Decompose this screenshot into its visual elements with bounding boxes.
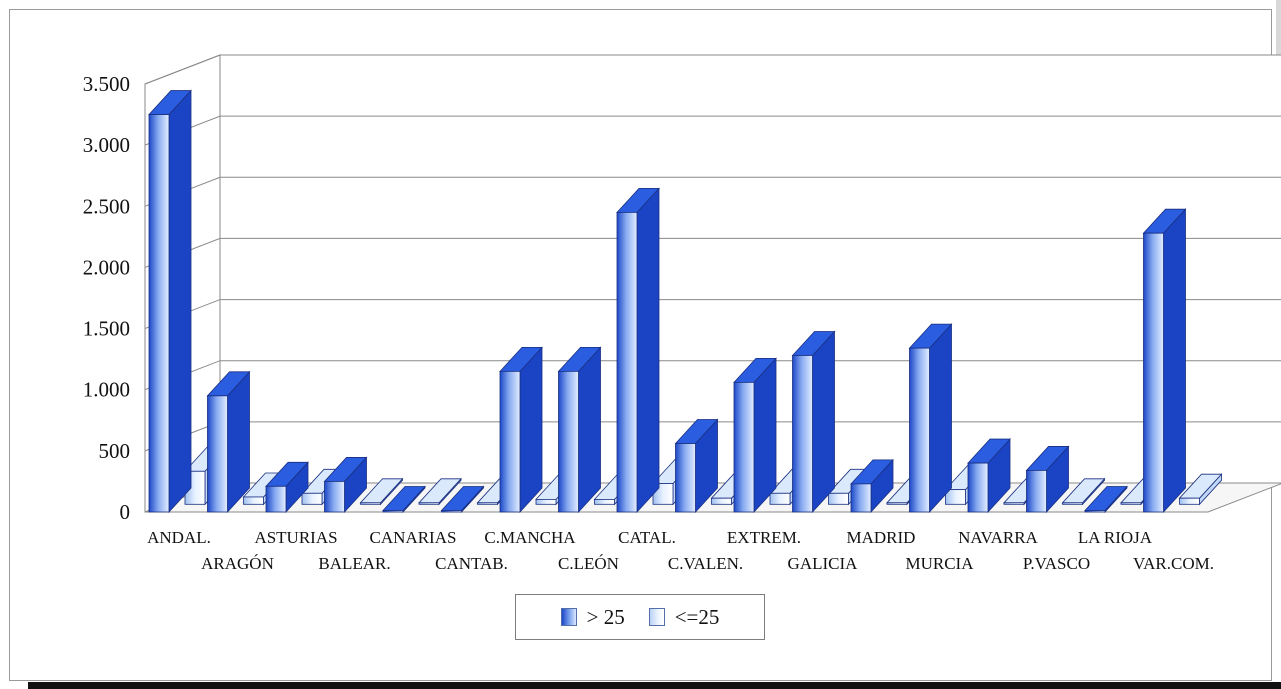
legend-swatch-series-1 bbox=[560, 608, 577, 626]
x-axis-labels: ANDAL. ARAGÓN ASTURIAS BALEAR. CANARIAS CANTA… bbox=[147, 528, 1214, 573]
bar-over-25-5 bbox=[440, 485, 485, 514]
bar-over-25-13 bbox=[908, 323, 953, 514]
x-tick-label: EXTREM. bbox=[727, 528, 801, 547]
legend-label-series-1: > 25 bbox=[586, 604, 625, 629]
bar-over-25-4 bbox=[382, 485, 426, 514]
bar-over-25-11 bbox=[791, 330, 836, 514]
y-tick-label: 3.000 bbox=[83, 133, 130, 157]
y-tick-label: 2.500 bbox=[83, 194, 130, 218]
bar-over-25-17 bbox=[1142, 208, 1187, 514]
bar-under-25-15 bbox=[1061, 477, 1106, 506]
bar-over-25-3 bbox=[323, 456, 368, 514]
x-tick-label: CATAL. bbox=[618, 528, 676, 547]
x-tick-label: C.LEÓN bbox=[558, 554, 619, 573]
x-tick-label: NAVARRA bbox=[958, 528, 1038, 547]
y-tick-label: 1.000 bbox=[83, 378, 130, 402]
x-tick-label: MURCIA bbox=[905, 554, 974, 573]
x-tick-label: C.MANCHA bbox=[484, 528, 576, 547]
bar-over-25-6 bbox=[499, 346, 543, 514]
bar-under-25-17 bbox=[1178, 473, 1223, 506]
x-tick-label: CANTAB. bbox=[435, 554, 508, 573]
legend-item-series-1: > 25 bbox=[560, 604, 625, 630]
bar-over-25-7 bbox=[557, 346, 602, 514]
bar-over-25-1 bbox=[206, 370, 251, 514]
x-tick-label: BALEAR. bbox=[318, 554, 390, 573]
legend-item-series-2: <=25 bbox=[648, 604, 720, 630]
bar-over-25-15 bbox=[1025, 445, 1070, 514]
x-tick-label: LA RIOJA bbox=[1078, 528, 1153, 547]
x-tick-label: ANDAL. bbox=[147, 528, 211, 547]
x-tick-label: ARAGÓN bbox=[201, 554, 274, 573]
legend-label-series-2: <=25 bbox=[674, 604, 720, 629]
bar-over-25-8 bbox=[616, 187, 660, 514]
x-tick-label: ASTURIAS bbox=[254, 528, 337, 547]
y-tick-label: 2.000 bbox=[83, 255, 130, 279]
bar-under-25-4 bbox=[418, 477, 462, 506]
x-tick-label: P.VASCO bbox=[1023, 554, 1090, 573]
bars bbox=[148, 89, 1223, 514]
bar-over-25-10 bbox=[733, 357, 777, 514]
bar-over-25-0 bbox=[148, 89, 192, 514]
x-tick-label: C.VALEN. bbox=[668, 554, 743, 573]
y-tick-label: 0 bbox=[120, 500, 131, 524]
y-tick-label: 3.500 bbox=[83, 72, 130, 96]
legend-swatch-series-2 bbox=[648, 608, 665, 626]
bar-over-25-16 bbox=[1084, 485, 1128, 514]
x-tick-label: GALICIA bbox=[788, 554, 859, 573]
bar-over-25-12 bbox=[850, 458, 894, 514]
x-tick-label: MADRID bbox=[847, 528, 916, 547]
y-tick-label: 500 bbox=[99, 439, 131, 463]
x-tick-label: CANARIAS bbox=[370, 528, 457, 547]
bar-over-25-14 bbox=[967, 438, 1011, 514]
y-axis-ticks: 0 500 1.000 1.500 2.000 2.500 3.000 3.500 bbox=[83, 72, 130, 524]
gridline bbox=[144, 54, 1281, 85]
bar-over-25-9 bbox=[674, 418, 719, 514]
bar-over-25-2 bbox=[265, 461, 309, 514]
page-bottom-border bbox=[28, 682, 1281, 689]
y-tick-label: 1.500 bbox=[83, 317, 130, 341]
legend: > 25 <=25 bbox=[515, 594, 765, 640]
bar-under-25-3 bbox=[359, 477, 404, 506]
x-tick-label: VAR.COM. bbox=[1133, 554, 1214, 573]
